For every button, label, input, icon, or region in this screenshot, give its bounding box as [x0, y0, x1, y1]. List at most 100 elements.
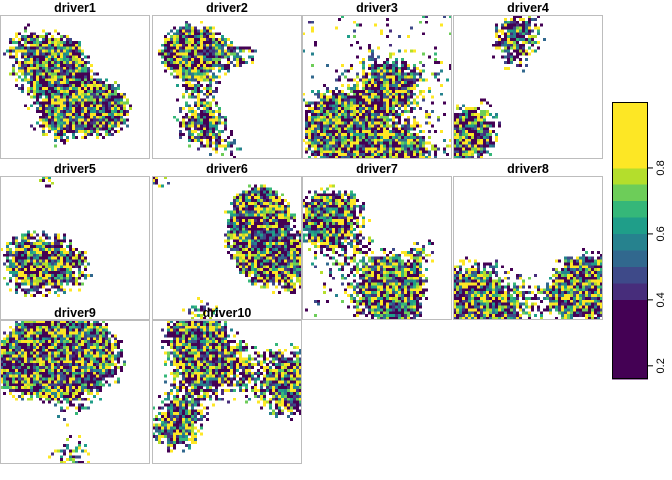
raster-cell — [428, 130, 432, 134]
raster-cell — [311, 210, 315, 214]
raster-cell — [78, 98, 82, 102]
raster-cell — [471, 110, 475, 113]
raster-cell — [102, 115, 106, 119]
raster-cell — [272, 253, 276, 257]
raster-cell — [449, 138, 453, 142]
raster-cell — [350, 207, 354, 211]
raster-cell — [48, 118, 52, 122]
raster-cell — [78, 75, 82, 79]
raster-cell — [30, 38, 34, 41]
raster-cell — [516, 38, 520, 41]
raster-cell — [57, 92, 61, 96]
raster-cell — [404, 110, 408, 113]
raster-cell — [323, 207, 327, 211]
raster-cell — [386, 61, 390, 65]
raster-cell — [389, 69, 393, 73]
raster-cell — [302, 213, 306, 217]
raster-cell — [194, 66, 198, 70]
raster-cell — [380, 268, 384, 272]
raster-cell — [48, 78, 52, 82]
raster-cell — [188, 311, 192, 315]
raster-cell — [27, 276, 31, 280]
raster-cell — [266, 245, 270, 249]
raster-cell — [440, 23, 444, 27]
raster-cell — [453, 121, 457, 125]
raster-cell — [251, 58, 255, 62]
raster-cell — [395, 265, 399, 269]
raster-cell — [209, 52, 213, 56]
raster-cell — [314, 101, 318, 105]
raster-cell — [12, 66, 16, 70]
raster-cell — [495, 23, 499, 27]
raster-cell — [329, 138, 333, 142]
raster-cell — [206, 92, 210, 96]
raster-cell — [380, 121, 384, 125]
raster-cell — [507, 55, 511, 59]
raster-cell — [206, 61, 210, 65]
raster-cell — [353, 150, 357, 154]
raster-cell — [275, 285, 279, 289]
raster-cell — [27, 92, 31, 96]
raster-cell — [419, 69, 423, 73]
raster-cell — [413, 153, 417, 157]
raster-cell — [191, 46, 195, 50]
raster-cell — [63, 127, 67, 131]
raster-cell — [84, 259, 88, 263]
raster-cell — [24, 239, 28, 243]
raster-cell — [513, 15, 517, 18]
raster-cell — [311, 230, 315, 234]
raster-cell — [51, 81, 55, 85]
raster-cell — [335, 98, 339, 102]
raster-cell — [248, 227, 252, 231]
raster-cell — [36, 69, 40, 73]
raster-cell — [27, 40, 31, 44]
raster-cell — [191, 61, 195, 65]
raster-cell — [224, 138, 228, 142]
raster-cell — [21, 49, 25, 53]
raster-cell — [45, 262, 49, 266]
raster-cell — [69, 40, 73, 44]
raster-cell — [12, 236, 16, 240]
raster-cell — [245, 224, 249, 228]
raster-cell — [474, 115, 478, 119]
raster-cell — [15, 276, 19, 280]
raster-cell — [314, 230, 318, 234]
raster-cell — [42, 294, 46, 298]
raster-cell — [248, 230, 252, 234]
raster-cell — [215, 58, 219, 62]
raster-cell — [296, 279, 300, 283]
raster-cell — [347, 121, 351, 125]
raster-cell — [362, 236, 366, 240]
raster-cell — [392, 121, 396, 125]
raster-cell — [290, 227, 294, 231]
raster-cell — [176, 55, 180, 59]
raster-cell — [75, 248, 79, 251]
raster-cell — [42, 75, 46, 79]
raster-cell — [278, 230, 282, 234]
raster-cell — [129, 107, 133, 111]
raster-cell — [42, 273, 46, 277]
raster-cell — [33, 276, 37, 280]
raster-cell — [111, 107, 115, 111]
raster-cell — [42, 115, 46, 119]
raster-cell — [425, 141, 429, 145]
raster-cell — [453, 138, 457, 142]
raster-cell — [398, 144, 402, 148]
raster-cell — [266, 210, 270, 214]
raster-cell — [108, 95, 112, 99]
raster-cell — [383, 250, 387, 254]
raster-cell — [383, 66, 387, 70]
raster-cell — [108, 124, 112, 128]
raster-cell — [269, 207, 273, 211]
raster-cell — [465, 110, 469, 113]
raster-cell — [335, 199, 339, 202]
raster-cell — [99, 78, 103, 82]
raster-cell — [69, 242, 73, 246]
raster-cell — [60, 61, 64, 65]
raster-cell — [407, 78, 411, 82]
raster-cell — [353, 92, 357, 96]
raster-cell — [99, 112, 103, 116]
raster-cell — [341, 222, 345, 226]
raster-cell — [239, 199, 243, 202]
raster-cell — [347, 124, 351, 128]
